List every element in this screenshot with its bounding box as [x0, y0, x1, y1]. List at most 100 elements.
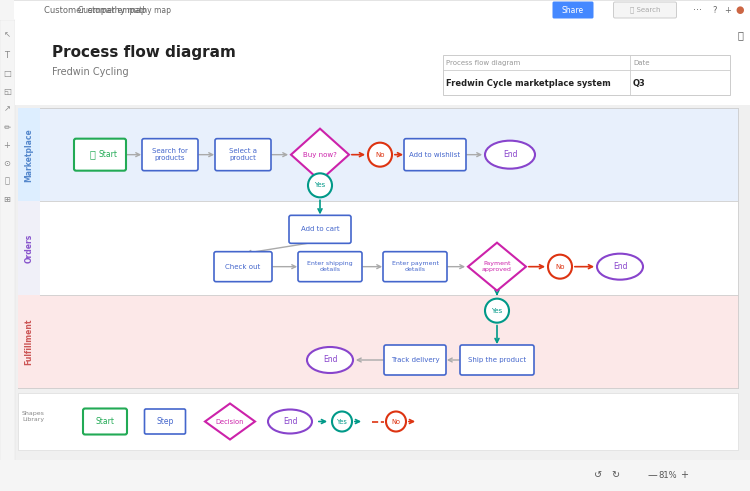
FancyBboxPatch shape [384, 345, 446, 375]
Text: ◱: ◱ [3, 86, 11, 96]
Text: 🔍 Search: 🔍 Search [630, 7, 660, 13]
Text: End: End [322, 355, 338, 364]
Circle shape [386, 411, 406, 432]
Text: Customer empathy map: Customer empathy map [78, 5, 171, 15]
Text: □: □ [3, 69, 11, 78]
Text: Check out: Check out [225, 264, 261, 270]
Ellipse shape [485, 140, 535, 169]
Text: Fredwin Cycling: Fredwin Cycling [52, 67, 129, 77]
Text: Enter payment
details: Enter payment details [392, 261, 439, 272]
Text: Yes: Yes [314, 182, 326, 189]
FancyBboxPatch shape [0, 0, 14, 20]
FancyBboxPatch shape [145, 409, 185, 434]
Text: Payment
approved: Payment approved [482, 261, 512, 272]
Ellipse shape [307, 347, 353, 373]
Text: Shapes
Library: Shapes Library [22, 411, 45, 422]
Circle shape [308, 173, 332, 197]
FancyBboxPatch shape [18, 295, 40, 388]
Text: ⤢: ⤢ [737, 30, 743, 40]
Text: ↺: ↺ [594, 470, 602, 480]
Text: +: + [680, 470, 688, 480]
FancyBboxPatch shape [74, 138, 126, 171]
Circle shape [368, 143, 392, 166]
FancyBboxPatch shape [443, 55, 730, 95]
Text: End: End [503, 150, 518, 159]
Text: T: T [4, 51, 10, 59]
Polygon shape [468, 243, 526, 291]
Text: Date: Date [633, 60, 650, 66]
Ellipse shape [268, 409, 312, 434]
Text: Buy now?: Buy now? [303, 152, 337, 158]
Text: ↖: ↖ [4, 30, 10, 39]
Text: Decision: Decision [216, 418, 244, 425]
Text: No: No [555, 264, 565, 270]
FancyBboxPatch shape [18, 393, 738, 450]
FancyBboxPatch shape [614, 2, 676, 18]
FancyBboxPatch shape [0, 0, 750, 20]
Text: Step: Step [156, 417, 174, 426]
Text: ↗: ↗ [4, 105, 10, 113]
Text: Customer empathy map: Customer empathy map [44, 5, 146, 15]
Text: ?: ? [712, 5, 717, 15]
Text: 🛒: 🛒 [89, 150, 95, 160]
Text: Share: Share [562, 5, 584, 15]
Text: Track delivery: Track delivery [391, 357, 439, 363]
Text: Fulfillment: Fulfillment [25, 318, 34, 365]
Text: ⊞: ⊞ [4, 194, 10, 203]
FancyBboxPatch shape [553, 1, 593, 19]
Text: Process flow diagram: Process flow diagram [446, 60, 520, 66]
FancyBboxPatch shape [18, 108, 738, 388]
Text: Add to cart: Add to cart [301, 226, 339, 232]
Ellipse shape [597, 254, 643, 280]
Text: ···: ··· [694, 5, 703, 15]
Text: Yes: Yes [337, 418, 347, 425]
FancyBboxPatch shape [0, 460, 750, 491]
Text: Q3: Q3 [633, 79, 646, 87]
FancyBboxPatch shape [83, 409, 127, 435]
Text: 🖼: 🖼 [4, 176, 10, 186]
Text: —: — [647, 470, 657, 480]
Text: No: No [392, 418, 400, 425]
FancyBboxPatch shape [18, 295, 738, 388]
Text: Marketplace: Marketplace [25, 128, 34, 182]
Text: Select a
product: Select a product [229, 148, 257, 161]
Text: Start: Start [98, 150, 118, 159]
Text: Yes: Yes [491, 308, 502, 314]
FancyBboxPatch shape [142, 138, 198, 171]
Polygon shape [205, 404, 255, 439]
FancyBboxPatch shape [15, 20, 750, 105]
Text: Ship the product: Ship the product [468, 357, 526, 363]
Text: ↻: ↻ [611, 470, 619, 480]
Text: 81%: 81% [658, 470, 677, 480]
Text: Fredwin Cycle marketplace system: Fredwin Cycle marketplace system [446, 79, 610, 87]
FancyBboxPatch shape [215, 138, 271, 171]
FancyBboxPatch shape [18, 108, 738, 201]
FancyBboxPatch shape [0, 20, 15, 491]
FancyBboxPatch shape [18, 201, 40, 295]
FancyBboxPatch shape [289, 216, 351, 244]
Text: Add to wishlist: Add to wishlist [410, 152, 460, 158]
FancyBboxPatch shape [460, 345, 534, 375]
Text: ✏: ✏ [4, 122, 10, 132]
FancyBboxPatch shape [298, 252, 362, 282]
Text: Orders: Orders [25, 233, 34, 263]
FancyBboxPatch shape [404, 138, 466, 171]
FancyBboxPatch shape [18, 201, 738, 295]
Polygon shape [291, 129, 349, 181]
FancyBboxPatch shape [214, 252, 272, 282]
Text: ⊙: ⊙ [4, 159, 10, 167]
FancyBboxPatch shape [383, 252, 447, 282]
Text: Start: Start [95, 417, 115, 426]
Circle shape [548, 255, 572, 279]
Text: End: End [283, 417, 297, 426]
Text: +: + [4, 140, 10, 149]
Circle shape [485, 299, 509, 323]
Text: End: End [613, 262, 627, 271]
Text: +: + [724, 5, 731, 15]
Text: Search for
products: Search for products [152, 148, 188, 161]
Text: ●: ● [736, 5, 744, 15]
Circle shape [332, 411, 352, 432]
Text: Enter shipping
details: Enter shipping details [308, 261, 352, 272]
FancyBboxPatch shape [18, 108, 40, 201]
Text: Process flow diagram: Process flow diagram [52, 45, 236, 59]
